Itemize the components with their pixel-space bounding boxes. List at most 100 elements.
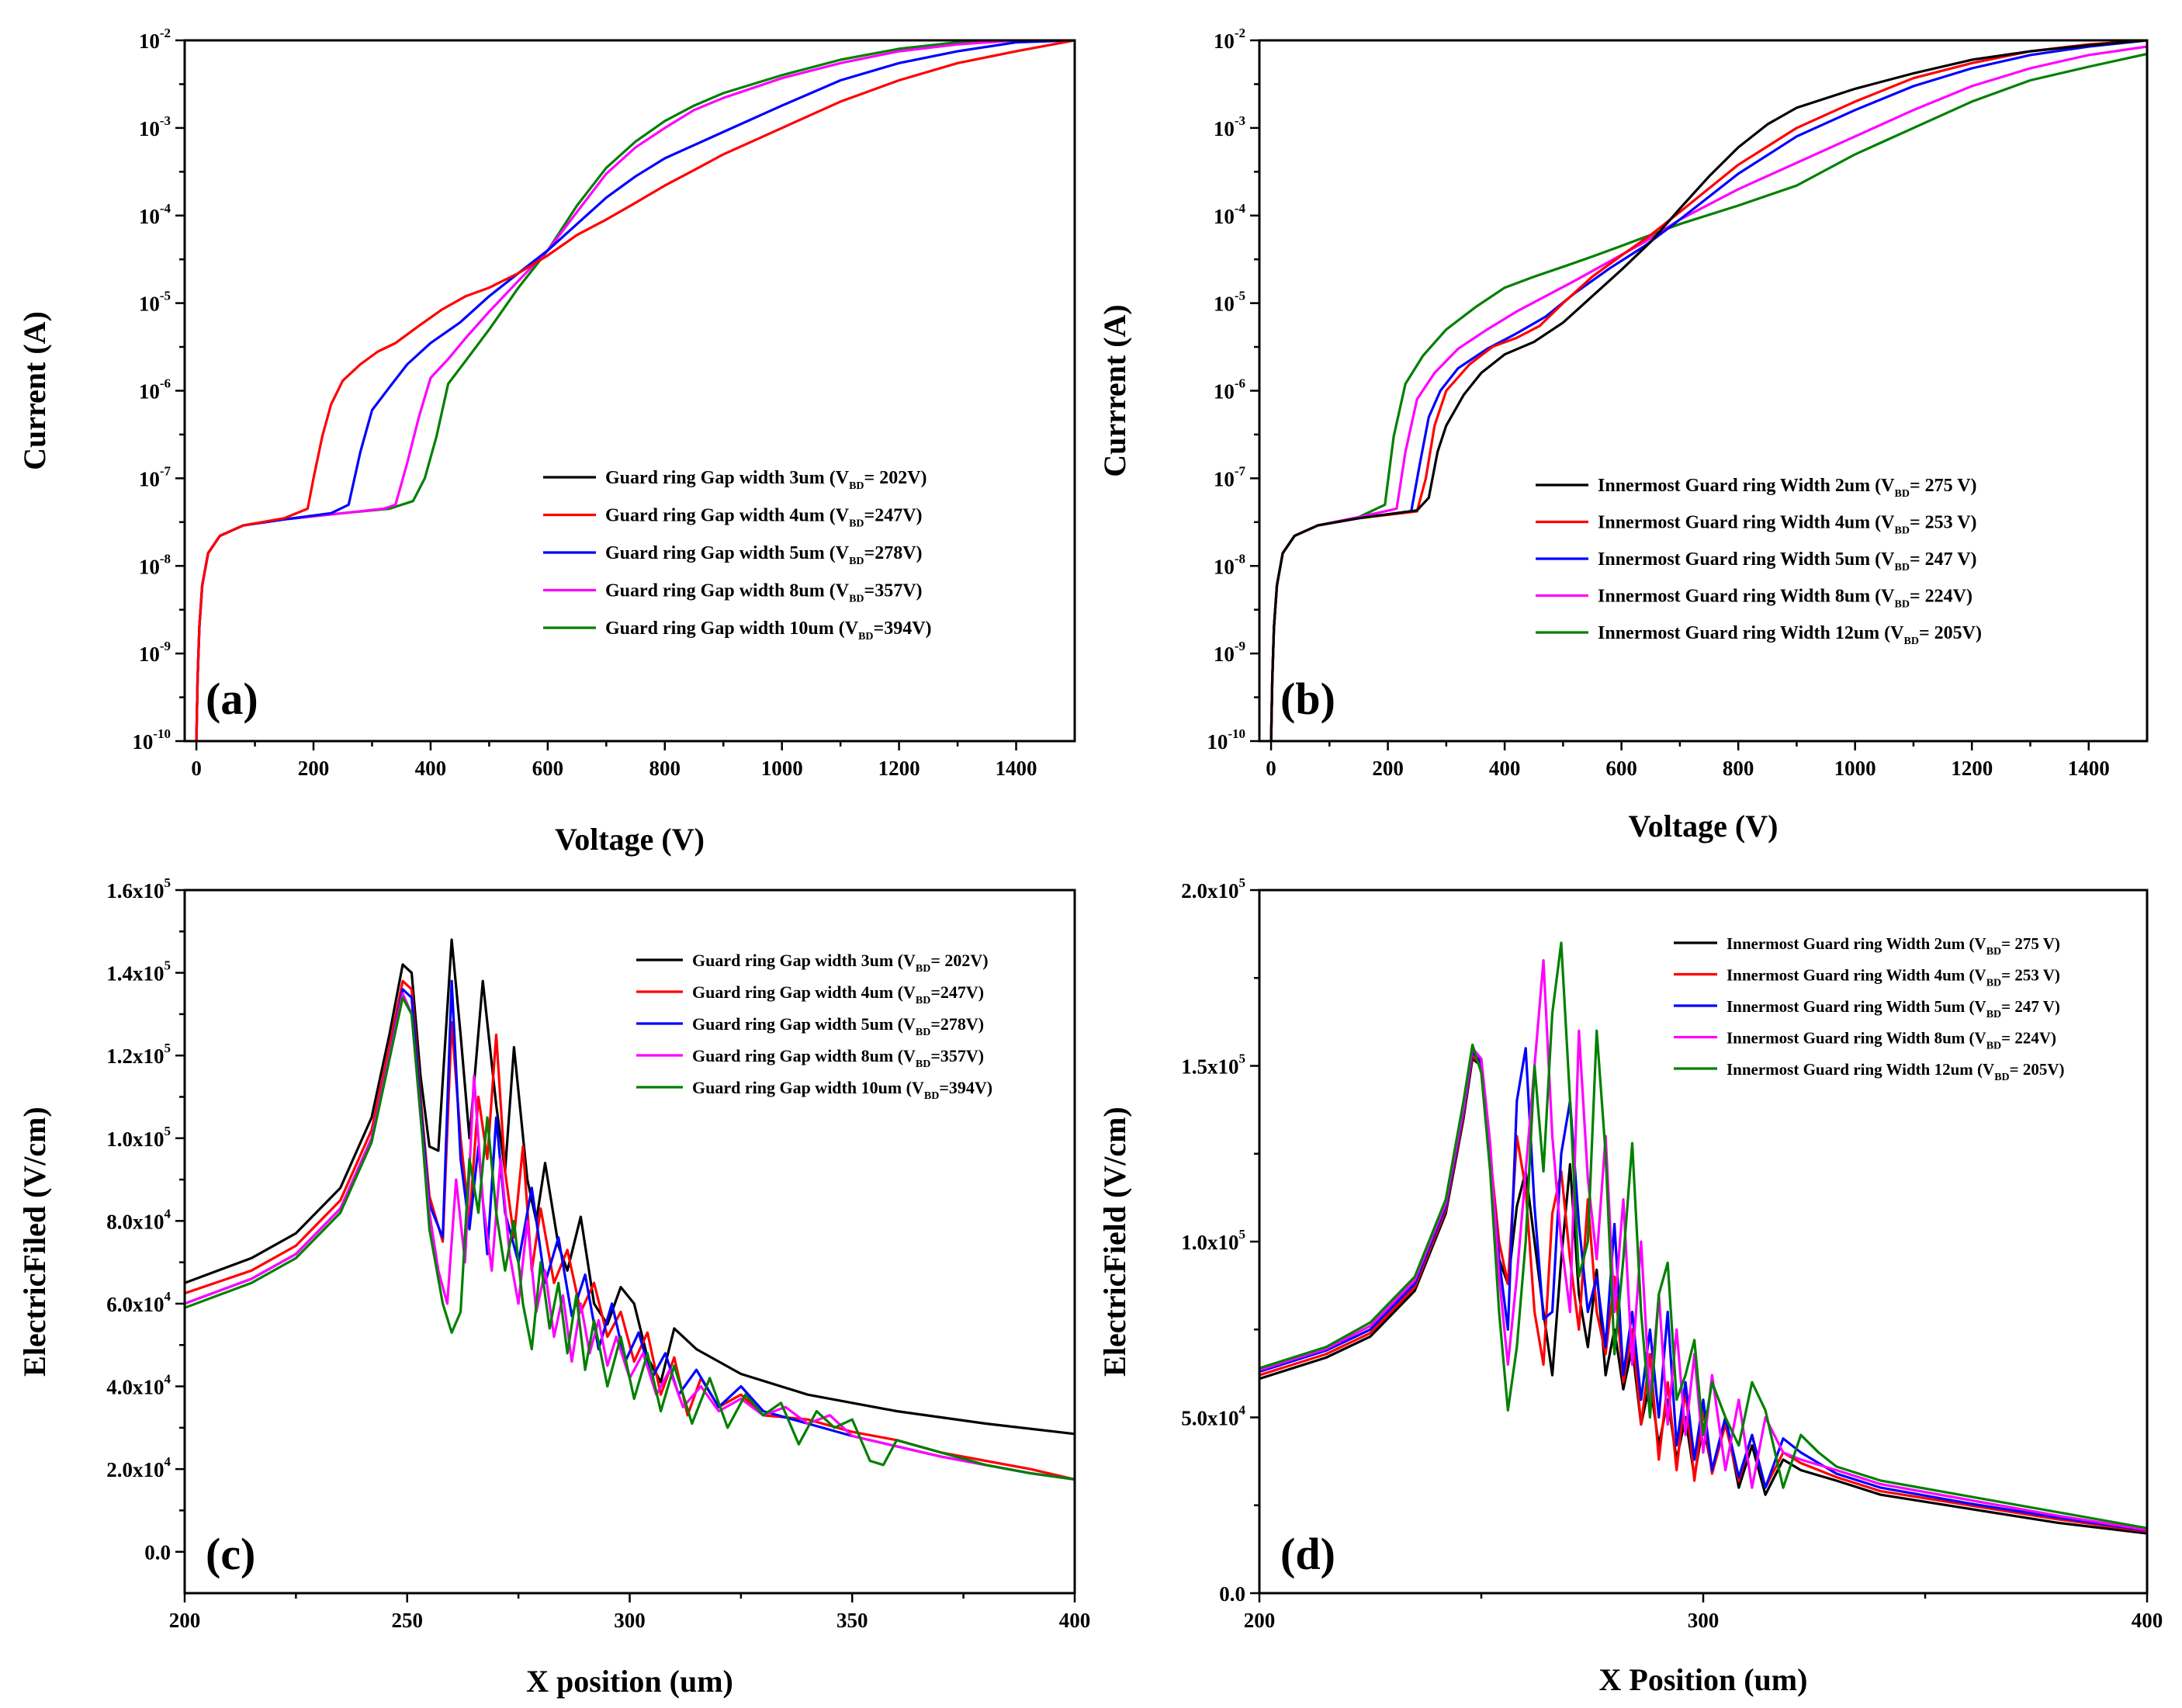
plot-frame — [1258, 889, 2149, 1595]
x-tick-label: 1000 — [761, 757, 803, 780]
y-tick-base: 10 — [139, 117, 160, 140]
legend-entry-3: Guard ring Gap width 5um (VBD=278V) — [692, 1014, 984, 1038]
x-tick-label: 400 — [415, 757, 447, 780]
legend-entry-2: Innermost Guard ring Width 4um (VBD= 253… — [1727, 966, 2060, 989]
y-tick-exponent: -9 — [1235, 639, 1245, 653]
legend-label: Guard ring Gap width 3um (V — [605, 468, 850, 488]
series-line-4 — [1259, 958, 2147, 1532]
x-tick-label: 800 — [649, 757, 681, 780]
legend-entry-4: Innermost Guard ring Width 8um (VBD= 224… — [1598, 587, 1972, 611]
legend-entry-3: Innermost Guard ring Width 5um (VBD= 247… — [1598, 549, 1977, 573]
y-tick-label: 10-9 — [1214, 639, 1245, 666]
y-tick-base: 8.0x10 — [106, 1210, 164, 1233]
y-tick-label: 10-6 — [1214, 376, 1245, 404]
legend-suffix: =247V) — [930, 982, 984, 1002]
y-tick-label: 10-10 — [132, 726, 171, 754]
y-tick-label: 10-6 — [139, 376, 171, 404]
y-tick-exponent: -10 — [1228, 726, 1245, 741]
series-line-5 — [1269, 40, 2147, 741]
legend-label: Innermost Guard ring Width 2um (V — [1598, 476, 1895, 496]
y-tick-base: 6.0x10 — [106, 1293, 164, 1316]
x-tick-label: 1400 — [996, 757, 1037, 780]
legend-entry-2: Guard ring Gap width 4um (VBD=247V) — [692, 982, 984, 1006]
x-tick-label: 0 — [191, 757, 202, 780]
y-tick-base: 10 — [139, 29, 160, 53]
legend-subscript: BD — [1986, 978, 2001, 989]
legend-suffix: = 224V) — [1910, 587, 1972, 607]
y-tick-base: 10 — [139, 205, 160, 228]
y-tick-label: 0.0 — [144, 1541, 171, 1564]
x-tick-label: 1400 — [2068, 757, 2110, 780]
legend-label: Innermost Guard ring Width 8um (V — [1598, 587, 1895, 607]
x-tick-label: 350 — [836, 1609, 868, 1632]
y-tick-label: 10-2 — [139, 26, 171, 53]
y-tick-exponent: -5 — [160, 289, 171, 303]
x-tick-label: 600 — [532, 757, 564, 780]
y-tick-base: 1.4x10 — [106, 962, 164, 986]
panel-a: 0 200 400 600 800 1000 1200 140010-1010-910-810… — [17, 26, 1076, 857]
series-group — [1269, 40, 2147, 741]
y-tick-base: 1.0x10 — [1181, 1231, 1238, 1254]
y-tick-exponent: -4 — [160, 201, 171, 216]
legend-subscript: BD — [916, 1027, 930, 1038]
y-tick-exponent: -7 — [160, 463, 171, 478]
legend-suffix: = 205V) — [2010, 1060, 2065, 1079]
legend-label: Guard ring Gap width 10um (V — [692, 1078, 924, 1097]
series-group — [195, 40, 1075, 741]
legend-subscript: BD — [916, 995, 930, 1006]
legend-label: Innermost Guard ring Width 5um (V — [1727, 997, 1986, 1016]
x-tick-label: 0 — [1266, 757, 1276, 780]
x-tick-label: 1000 — [1834, 757, 1876, 780]
legend-label: Innermost Guard ring Width 8um (V — [1727, 1029, 1986, 1048]
y-tick-label: 8.0x104 — [106, 1206, 171, 1233]
series-line-5 — [185, 996, 1075, 1481]
x-tick-label: 400 — [1489, 757, 1521, 780]
y-tick-exponent: -2 — [160, 26, 171, 40]
legend-entry-5: Innermost Guard ring Width 12um (VBD= 20… — [1598, 623, 1982, 647]
legend: Guard ring Gap width 3um (VBD= 202V)Guar… — [636, 951, 992, 1102]
y-tick-exponent: -9 — [160, 639, 171, 653]
legend-suffix: =357V) — [864, 581, 923, 601]
y-tick-base: 10 — [1214, 380, 1235, 404]
y-tick-label: 1.0x105 — [1181, 1227, 1245, 1254]
y-axis-title: ElectricFiled (V/cm) — [17, 1107, 52, 1377]
x-tick-label: 800 — [1723, 757, 1754, 780]
y-tick-exponent: -4 — [1235, 201, 1246, 216]
panel-b: 0 200 400 600 800 1000 1200 140010-1010-910-810… — [1097, 26, 2149, 844]
panel-label: (d) — [1280, 1529, 1335, 1579]
legend-label: Guard ring Gap width 4um (V — [605, 506, 850, 526]
y-tick-label: 1.6x105 — [106, 875, 171, 903]
legend-label: Guard ring Gap width 5um (V — [692, 1014, 916, 1034]
y-tick-exponent: -2 — [1235, 26, 1245, 40]
y-tick-base: 10 — [132, 730, 153, 754]
y-tick-label: 1.0x105 — [106, 1124, 171, 1151]
y-tick-base: 10 — [1214, 467, 1235, 490]
y-tick-label: 10-8 — [1214, 551, 1245, 578]
panel-label: (c) — [206, 1529, 255, 1579]
legend-suffix: =247V) — [864, 506, 923, 526]
y-tick-label: 10-10 — [1207, 726, 1245, 754]
y-tick-base: 1.5x10 — [1181, 1055, 1238, 1079]
y-tick-label: 10-7 — [1214, 463, 1246, 490]
y-tick-exponent: -8 — [160, 551, 171, 566]
legend-entry-4: Guard ring Gap width 8um (VBD=357V) — [692, 1046, 984, 1070]
series-line-2 — [1259, 1054, 2147, 1533]
legend-subscript: BD — [1986, 946, 2001, 958]
y-tick-base: 1.6x10 — [106, 879, 164, 903]
x-axis-title: X Position (um) — [1599, 1662, 1808, 1697]
y-tick-label: 0.0 — [1219, 1582, 1245, 1606]
legend-label: Innermost Guard ring Width 12um (V — [1727, 1060, 1994, 1079]
legend-suffix: = 202V) — [864, 468, 927, 488]
panel-c: 200 250 300 350 4000.02.0x1044.0x1046.0x1048… — [17, 875, 1090, 1699]
legend-suffix: = 275 V) — [1910, 476, 1977, 496]
y-tick-base: 10 — [139, 555, 160, 578]
legend-subscript: BD — [916, 963, 930, 975]
y-tick-exponent: 5 — [165, 875, 171, 890]
y-tick-label: 10-8 — [139, 551, 171, 578]
y-tick-base: 2.0x10 — [1181, 879, 1238, 903]
y-tick-base: 0.0 — [1219, 1582, 1245, 1606]
x-axis-title: Voltage (V) — [1629, 809, 1779, 844]
y-tick-exponent: -6 — [160, 376, 171, 391]
legend-subscript: BD — [858, 631, 873, 643]
y-tick-exponent: -3 — [160, 113, 171, 128]
